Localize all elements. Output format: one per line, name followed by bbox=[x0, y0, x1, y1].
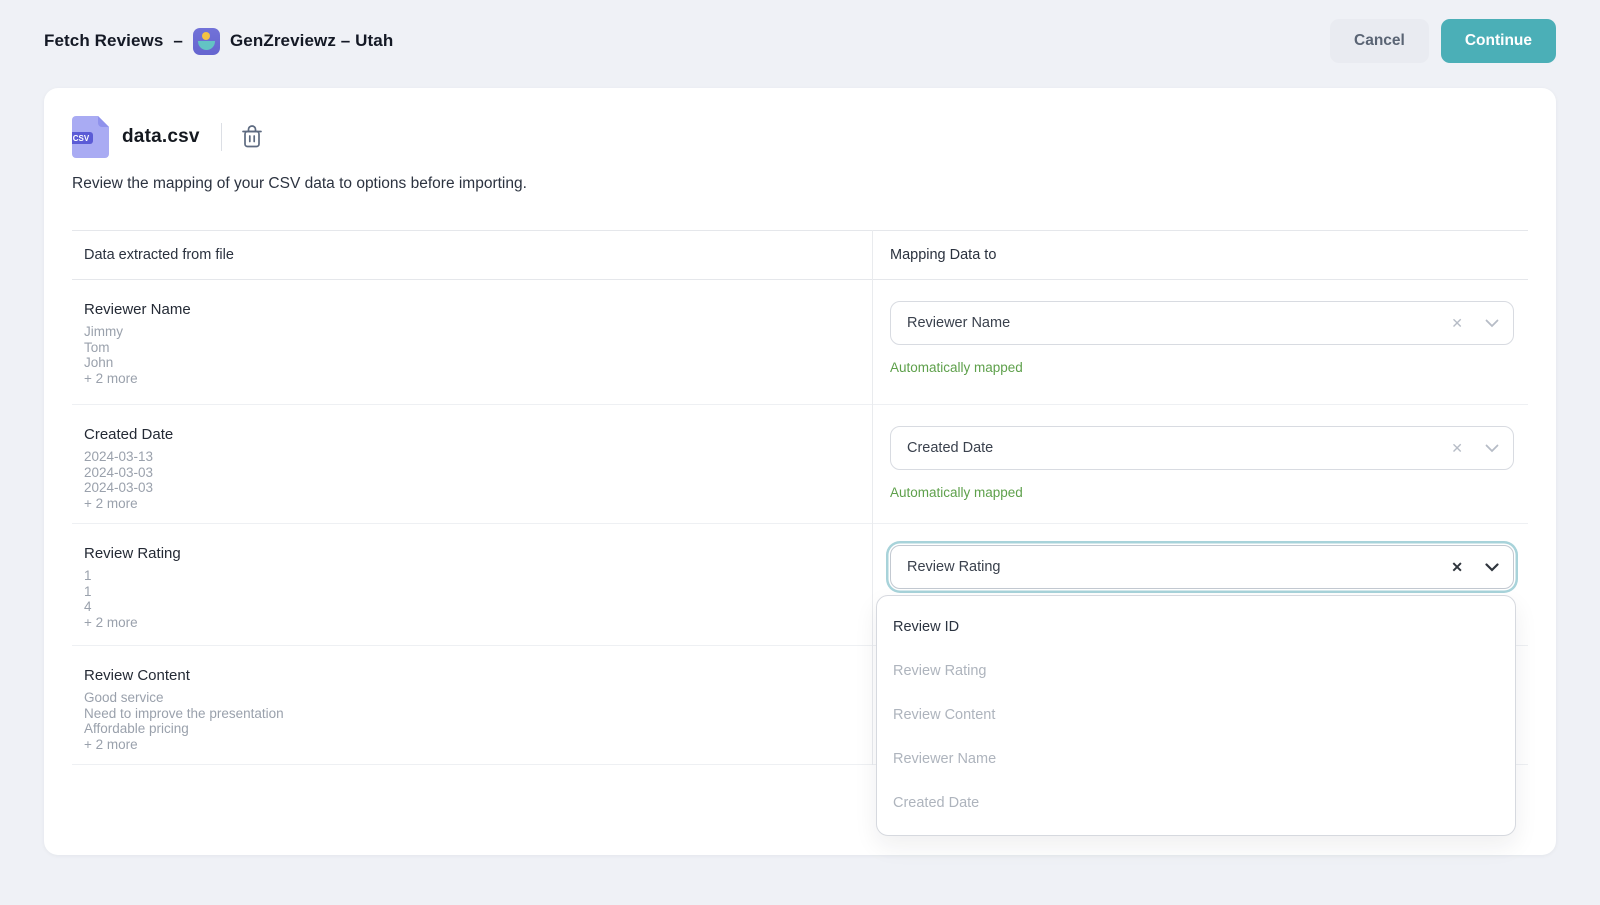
file-header: CSV data.csv bbox=[72, 116, 1528, 158]
sample-value: 1 bbox=[84, 583, 92, 599]
sample-value: Need to improve the presentation bbox=[84, 705, 284, 721]
account-name: GenZreviewz – Utah bbox=[229, 31, 394, 50]
delete-file-button[interactable] bbox=[239, 123, 265, 151]
mapping-select-review-rating[interactable]: Review Rating ✕ bbox=[890, 545, 1514, 589]
extracted-cell: Reviewer Name Jimmy Tom John + 2 more bbox=[72, 280, 872, 404]
selected-option: Reviewer Name bbox=[907, 315, 1011, 331]
auto-mapped-status: Automatically mapped bbox=[890, 360, 1023, 375]
continue-button[interactable]: Continue bbox=[1440, 19, 1556, 63]
mapping-cell: Reviewer Name ✕ Automatically mapped bbox=[872, 280, 1528, 404]
csv-badge-label: CSV bbox=[73, 134, 90, 143]
auto-mapped-status: Automatically mapped bbox=[890, 485, 1023, 500]
more-count: + 2 more bbox=[84, 495, 138, 511]
mapping-select-reviewer-name[interactable]: Reviewer Name ✕ bbox=[890, 301, 1514, 345]
mapping-options-menu: Review ID Review Rating Review Content R… bbox=[876, 595, 1516, 836]
topbar: Fetch Reviews – GenZreviewz – Utah Cance… bbox=[0, 0, 1600, 82]
table-row: Reviewer Name Jimmy Tom John + 2 more Re… bbox=[72, 280, 1528, 405]
chevron-down-icon[interactable] bbox=[1473, 444, 1499, 453]
chevron-down-icon[interactable] bbox=[1473, 562, 1499, 572]
menu-option-review-content[interactable]: Review Content bbox=[893, 707, 996, 723]
menu-option-review-rating[interactable]: Review Rating bbox=[893, 663, 987, 679]
sample-value: Affordable pricing bbox=[84, 721, 189, 737]
sample-value: 2024-03-03 bbox=[84, 480, 154, 496]
menu-option-created-date[interactable]: Created Date bbox=[893, 795, 980, 811]
table-header-row: Data extracted from file Mapping Data to bbox=[72, 230, 1528, 280]
extracted-cell: Review Content Good service Need to impr… bbox=[72, 646, 872, 764]
smile-icon bbox=[197, 40, 215, 50]
mapping-table: Data extracted from file Mapping Data to… bbox=[72, 230, 1528, 836]
sample-value: Tom bbox=[84, 339, 110, 355]
title-separator: – bbox=[173, 31, 183, 50]
sample-value: John bbox=[84, 355, 114, 371]
table-row: Created Date 2024-03-13 2024-03-03 2024-… bbox=[72, 405, 1528, 524]
sample-value: 2024-03-13 bbox=[84, 449, 154, 464]
column-header-mapping: Mapping Data to bbox=[890, 247, 997, 263]
chevron-down-icon[interactable] bbox=[1473, 319, 1499, 328]
sun-icon bbox=[202, 31, 211, 40]
menu-option-review-id[interactable]: Review ID bbox=[893, 619, 960, 635]
mapping-cell: Created Date ✕ Automatically mapped bbox=[872, 405, 1528, 523]
table-row: Review Rating 1 1 4 + 2 more Review Rati… bbox=[72, 524, 1528, 836]
field-name: Created Date bbox=[84, 426, 174, 443]
clear-selection-icon[interactable]: ✕ bbox=[1451, 314, 1463, 331]
import-mapping-card: CSV data.csv Review the mapping of your … bbox=[44, 88, 1556, 855]
selected-option: Created Date bbox=[907, 440, 994, 456]
table-row: Review Content Good service Need to impr… bbox=[72, 646, 1528, 765]
more-count: + 2 more bbox=[84, 614, 138, 630]
field-name: Review Rating bbox=[84, 545, 181, 562]
trash-icon bbox=[241, 125, 262, 148]
sample-value: 1 bbox=[84, 568, 92, 583]
field-name: Review Content bbox=[84, 667, 190, 684]
sample-value: Good service bbox=[84, 690, 164, 705]
cancel-button[interactable]: Cancel bbox=[1330, 19, 1429, 63]
menu-option-reviewer-name[interactable]: Reviewer Name bbox=[893, 751, 997, 767]
mapping-cell: Review Rating ✕ Review ID Review Rating … bbox=[872, 524, 1528, 836]
sample-value: Jimmy bbox=[84, 324, 123, 339]
mapping-select-created-date[interactable]: Created Date ✕ bbox=[890, 426, 1514, 470]
workspace-avatar-icon bbox=[192, 27, 220, 55]
mapping-description: Review the mapping of your CSV data to o… bbox=[72, 175, 527, 192]
divider bbox=[220, 123, 222, 151]
file-name: data.csv bbox=[122, 126, 200, 147]
csv-file-icon: CSV bbox=[72, 116, 109, 158]
more-count: + 2 more bbox=[84, 736, 138, 752]
sample-value: 2024-03-03 bbox=[84, 464, 154, 480]
extracted-cell: Review Rating 1 1 4 + 2 more bbox=[72, 524, 872, 645]
clear-selection-icon[interactable]: ✕ bbox=[1451, 558, 1463, 575]
flow-title: Fetch Reviews bbox=[44, 31, 164, 50]
more-count: + 2 more bbox=[84, 370, 138, 386]
selected-option: Review Rating bbox=[907, 559, 1001, 575]
column-divider bbox=[872, 230, 873, 765]
column-header-extracted: Data extracted from file bbox=[84, 247, 234, 263]
extracted-cell: Created Date 2024-03-13 2024-03-03 2024-… bbox=[72, 405, 872, 523]
clear-selection-icon[interactable]: ✕ bbox=[1451, 439, 1463, 456]
page-title: Fetch Reviews – GenZreviewz – Utah bbox=[44, 27, 394, 55]
field-name: Reviewer Name bbox=[84, 301, 191, 318]
topbar-actions: Cancel Continue bbox=[1330, 19, 1556, 63]
sample-value: 4 bbox=[84, 599, 92, 615]
